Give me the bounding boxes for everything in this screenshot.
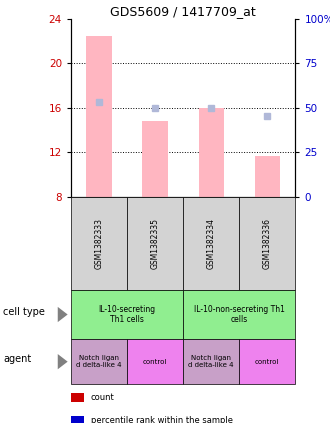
Bar — [86, 36, 112, 197]
Text: IL-10-secreting
Th1 cells: IL-10-secreting Th1 cells — [98, 305, 156, 324]
Bar — [143, 121, 168, 197]
Text: cell type: cell type — [3, 307, 45, 317]
Text: GSM1382336: GSM1382336 — [263, 218, 272, 269]
Text: agent: agent — [3, 354, 32, 365]
Text: count: count — [91, 393, 115, 402]
Bar — [255, 156, 280, 197]
Title: GDS5609 / 1417709_at: GDS5609 / 1417709_at — [110, 5, 256, 18]
Text: IL-10-non-secreting Th1
cells: IL-10-non-secreting Th1 cells — [194, 305, 285, 324]
Text: GSM1382335: GSM1382335 — [150, 218, 160, 269]
Text: percentile rank within the sample: percentile rank within the sample — [91, 416, 233, 423]
Text: GSM1382334: GSM1382334 — [207, 218, 216, 269]
Text: Notch ligan
d delta-like 4: Notch ligan d delta-like 4 — [188, 355, 234, 368]
Text: control: control — [255, 359, 280, 365]
Text: control: control — [143, 359, 167, 365]
Bar — [199, 108, 224, 197]
Text: GSM1382333: GSM1382333 — [94, 218, 104, 269]
Text: Notch ligan
d delta-like 4: Notch ligan d delta-like 4 — [76, 355, 122, 368]
